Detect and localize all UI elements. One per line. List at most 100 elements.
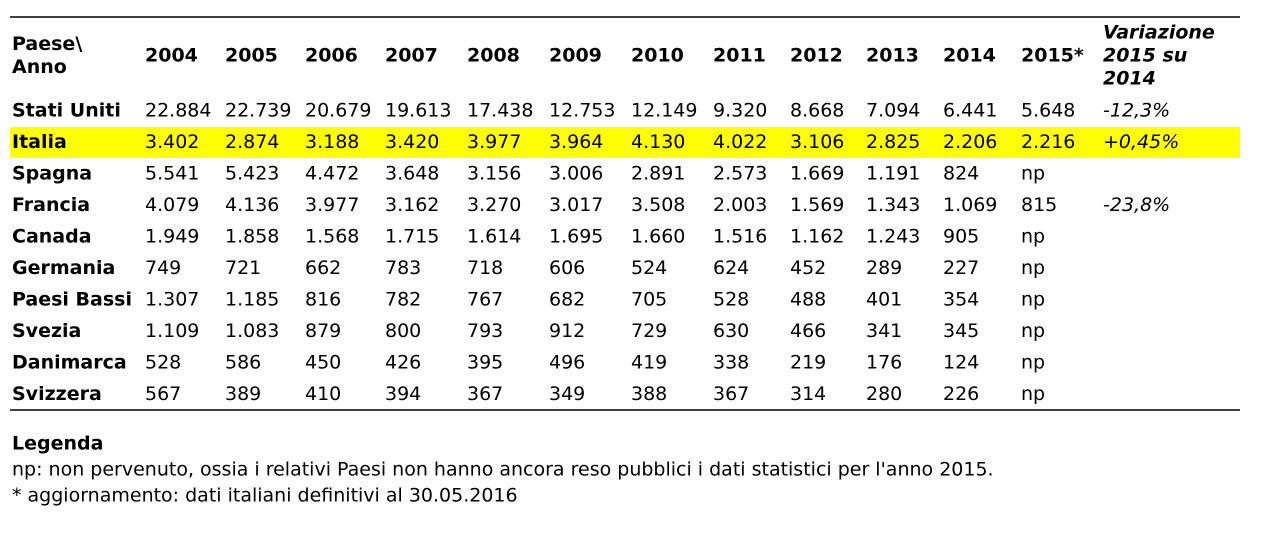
- country-cell: Svizzera: [12, 383, 102, 405]
- value-cell: 749: [145, 257, 181, 279]
- value-cell: 3.106: [790, 131, 844, 153]
- value-cell: 1.669: [790, 163, 844, 185]
- value-cell: 3.006: [549, 163, 603, 185]
- value-cell: 606: [549, 257, 585, 279]
- value-cell: 3.420: [385, 131, 439, 153]
- value-cell: 4.022: [713, 131, 767, 153]
- value-cell: 1.162: [790, 226, 844, 248]
- value-cell: 289: [866, 257, 902, 279]
- value-cell: 227: [943, 257, 979, 279]
- value-cell: 17.438: [467, 100, 533, 122]
- value-cell: 682: [549, 289, 585, 311]
- header-cell: 2008: [467, 45, 520, 67]
- change-cell: +0,45%: [1103, 131, 1179, 153]
- row-highlight: [10, 127, 1240, 158]
- value-cell: 176: [866, 352, 902, 374]
- value-cell: 2.216: [1021, 131, 1075, 153]
- value-cell: 419: [631, 352, 667, 374]
- value-cell: 524: [631, 257, 667, 279]
- value-cell: 3.977: [467, 131, 521, 153]
- value-cell: 12.149: [631, 100, 697, 122]
- value-cell: 800: [385, 320, 421, 342]
- value-cell: 3.977: [305, 194, 359, 216]
- value-cell: 9.320: [713, 100, 767, 122]
- value-cell: 389: [225, 383, 261, 405]
- value-cell: 124: [943, 352, 979, 374]
- value-cell: 22.739: [225, 100, 291, 122]
- value-cell: 783: [385, 257, 421, 279]
- value-cell: 450: [305, 352, 341, 374]
- value-cell: np: [1021, 257, 1045, 279]
- value-cell: 338: [713, 352, 749, 374]
- value-cell: np: [1021, 289, 1045, 311]
- value-cell: 6.441: [943, 100, 997, 122]
- value-cell: 410: [305, 383, 341, 405]
- header-cell: 2012: [790, 45, 843, 67]
- country-cell: Stati Uniti: [12, 100, 121, 122]
- value-cell: 3.648: [385, 163, 439, 185]
- header-cell: 2015 su: [1103, 45, 1187, 67]
- value-cell: 705: [631, 289, 667, 311]
- value-cell: 3.162: [385, 194, 439, 216]
- country-cell: Canada: [12, 226, 92, 248]
- value-cell: 1.243: [866, 226, 920, 248]
- header-cell: 2014: [943, 45, 996, 67]
- value-cell: 452: [790, 257, 826, 279]
- value-cell: 3.188: [305, 131, 359, 153]
- header-cell: Anno: [12, 56, 67, 78]
- value-cell: 793: [467, 320, 503, 342]
- value-cell: 2.891: [631, 163, 685, 185]
- value-cell: np: [1021, 320, 1045, 342]
- value-cell: 586: [225, 352, 261, 374]
- value-cell: 426: [385, 352, 421, 374]
- value-cell: 1.191: [866, 163, 920, 185]
- value-cell: 1.569: [790, 194, 844, 216]
- value-cell: 824: [943, 163, 979, 185]
- header-cell: 2015*: [1021, 45, 1084, 67]
- header-cell: 2014: [1103, 68, 1156, 90]
- value-cell: 5.648: [1021, 100, 1075, 122]
- value-cell: 3.156: [467, 163, 521, 185]
- value-cell: 3.508: [631, 194, 685, 216]
- value-cell: 2.206: [943, 131, 997, 153]
- value-cell: np: [1021, 163, 1045, 185]
- value-cell: 12.753: [549, 100, 615, 122]
- value-cell: 345: [943, 320, 979, 342]
- value-cell: 3.017: [549, 194, 603, 216]
- value-cell: 466: [790, 320, 826, 342]
- value-cell: 488: [790, 289, 826, 311]
- value-cell: 4.472: [305, 163, 359, 185]
- value-cell: np: [1021, 226, 1045, 248]
- header-cell: Paese\: [12, 33, 82, 55]
- value-cell: 912: [549, 320, 585, 342]
- value-cell: 879: [305, 320, 341, 342]
- value-cell: 7.094: [866, 100, 920, 122]
- legend-line: * aggiornamento: dati italiani definitiv…: [12, 485, 518, 507]
- value-cell: 4.079: [145, 194, 199, 216]
- value-cell: 1.949: [145, 226, 199, 248]
- change-cell: -12,3%: [1103, 100, 1170, 122]
- value-cell: 630: [713, 320, 749, 342]
- header-cell: 2013: [866, 45, 919, 67]
- value-cell: 3.964: [549, 131, 603, 153]
- value-cell: 1.614: [467, 226, 521, 248]
- legend-title: Legenda: [12, 433, 103, 455]
- value-cell: 219: [790, 352, 826, 374]
- country-cell: Paesi Bassi: [12, 289, 132, 311]
- value-cell: 2.573: [713, 163, 767, 185]
- value-cell: np: [1021, 383, 1045, 405]
- header-cell: 2004: [145, 45, 198, 67]
- value-cell: 1.858: [225, 226, 279, 248]
- country-cell: Italia: [12, 131, 67, 153]
- value-cell: 4.130: [631, 131, 685, 153]
- header-cell: 2011: [713, 45, 766, 67]
- value-cell: 496: [549, 352, 585, 374]
- value-cell: 528: [713, 289, 749, 311]
- value-cell: 1.695: [549, 226, 603, 248]
- value-cell: 905: [943, 226, 979, 248]
- value-cell: 401: [866, 289, 902, 311]
- value-cell: 729: [631, 320, 667, 342]
- value-cell: 5.423: [225, 163, 279, 185]
- country-cell: Danimarca: [12, 352, 127, 374]
- header-cell: 2005: [225, 45, 278, 67]
